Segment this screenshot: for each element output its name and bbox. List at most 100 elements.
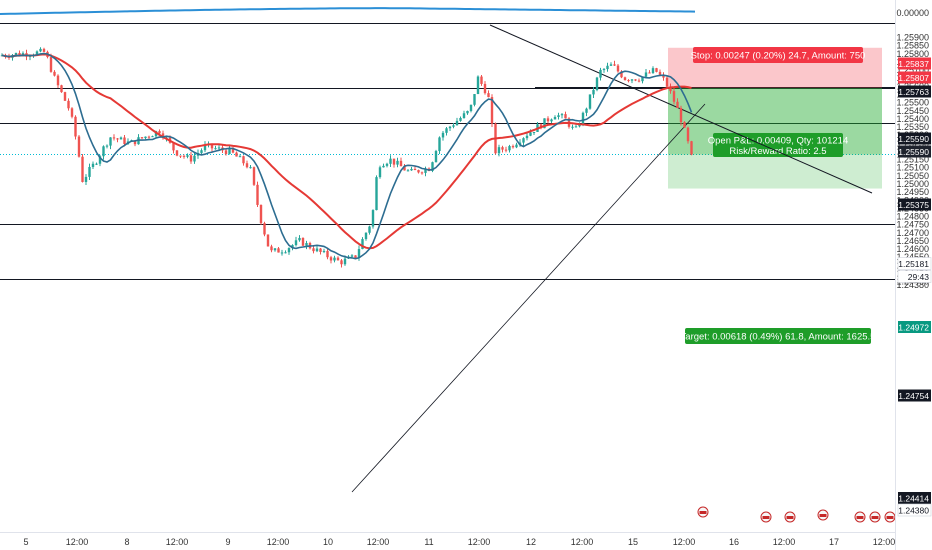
candle-body	[417, 170, 420, 173]
candle-body	[116, 138, 119, 140]
candle-body	[511, 146, 515, 148]
time-tick: 12:00	[166, 537, 189, 547]
target-zone	[668, 154, 882, 189]
candle-body	[301, 237, 305, 246]
price-tick: 1.25350	[896, 122, 929, 132]
candle	[389, 155, 392, 167]
candle-body	[91, 163, 95, 167]
candle-body	[455, 120, 459, 126]
candle-body	[585, 108, 588, 113]
candle-body	[224, 150, 228, 154]
economic-events[interactable]	[697, 506, 896, 523]
time-tick: 15	[628, 537, 638, 547]
candle	[630, 78, 634, 84]
candle	[175, 150, 179, 157]
event-flag-stripe-icon	[886, 516, 894, 519]
candle-body	[277, 248, 280, 253]
candle-body	[35, 51, 39, 56]
candle-body	[284, 252, 287, 254]
candle	[690, 140, 693, 156]
price-badge: 1.25763	[898, 87, 929, 97]
candle-body	[291, 245, 294, 249]
event-flag-stripe-icon	[762, 516, 770, 519]
short-position-tool[interactable]: Stop: 0.00247 (0.20%) 24.7, Amount: 750 O…	[668, 47, 882, 344]
candle	[382, 163, 385, 168]
candle-body	[242, 156, 245, 164]
candle-body	[371, 210, 375, 227]
price-tick: 1.25450	[896, 106, 929, 116]
candle-body	[147, 136, 151, 138]
candle-body	[431, 162, 434, 171]
candle	[322, 248, 326, 254]
candle-body	[56, 75, 60, 86]
candle-body	[343, 258, 347, 265]
candle	[525, 133, 529, 141]
price-tick: 1.25700	[896, 65, 929, 75]
candle-body	[676, 101, 679, 109]
candle-body	[483, 83, 487, 94]
candle-body	[95, 163, 98, 165]
price-tick: 1.25500	[896, 98, 929, 108]
candle	[669, 83, 672, 94]
candle-body	[574, 126, 578, 128]
time-axis-bg	[0, 532, 895, 550]
candle-body	[336, 257, 340, 261]
candle-body	[210, 143, 214, 149]
candle-body	[578, 124, 581, 127]
candle	[434, 149, 438, 163]
candle	[217, 144, 221, 151]
candle	[287, 247, 291, 255]
candle	[315, 245, 319, 253]
candle	[665, 75, 669, 89]
candle	[186, 153, 189, 159]
candle-body	[532, 131, 536, 133]
candle-body	[228, 147, 231, 154]
candle-body	[550, 119, 553, 122]
candle	[119, 136, 123, 140]
candle-body	[193, 155, 196, 162]
candle	[102, 145, 105, 160]
candle	[140, 137, 144, 140]
candle-body	[665, 77, 669, 87]
candle-body	[382, 165, 385, 168]
candle	[270, 244, 273, 253]
candle-body	[123, 137, 126, 145]
time-tick: 10	[323, 537, 333, 547]
candle-body	[375, 177, 378, 211]
candle-body	[389, 158, 392, 164]
candle-body	[357, 249, 361, 258]
candle-body	[595, 77, 599, 90]
candle	[462, 110, 466, 119]
price-badge-bg	[897, 257, 932, 270]
candle-body	[634, 79, 637, 81]
candle	[81, 154, 84, 183]
candle-body	[406, 170, 410, 172]
candle-body	[623, 77, 627, 81]
event-flag-stripe-icon	[699, 511, 707, 514]
target-label-box	[685, 328, 871, 344]
candle	[634, 79, 637, 82]
candle-body	[522, 138, 525, 143]
candle-body	[70, 108, 74, 117]
candle-body	[672, 91, 676, 102]
price-badge: 1.25590	[898, 147, 929, 157]
candle-body	[14, 52, 18, 56]
candle-body	[602, 69, 606, 71]
candle-body	[469, 104, 473, 111]
candle	[609, 62, 613, 66]
time-tick: 12:00	[773, 537, 796, 547]
candle	[686, 126, 690, 144]
time-axis[interactable]: 5 12:00 8 12:00 9 12:00 10 12:00 11 12:00 12 12:00 1…	[0, 532, 895, 550]
candle	[473, 94, 476, 107]
candle-body	[249, 167, 252, 169]
event-flag-stripe-icon	[856, 516, 864, 519]
candle	[172, 142, 175, 154]
candle-body	[525, 135, 529, 139]
candle-body	[84, 176, 88, 182]
candle-body	[420, 172, 424, 174]
candle	[606, 62, 609, 72]
price-axis[interactable]: 0.000001.259001.258501.258001.257501.257…	[895, 0, 932, 550]
candle	[448, 125, 452, 132]
candle	[84, 174, 88, 186]
